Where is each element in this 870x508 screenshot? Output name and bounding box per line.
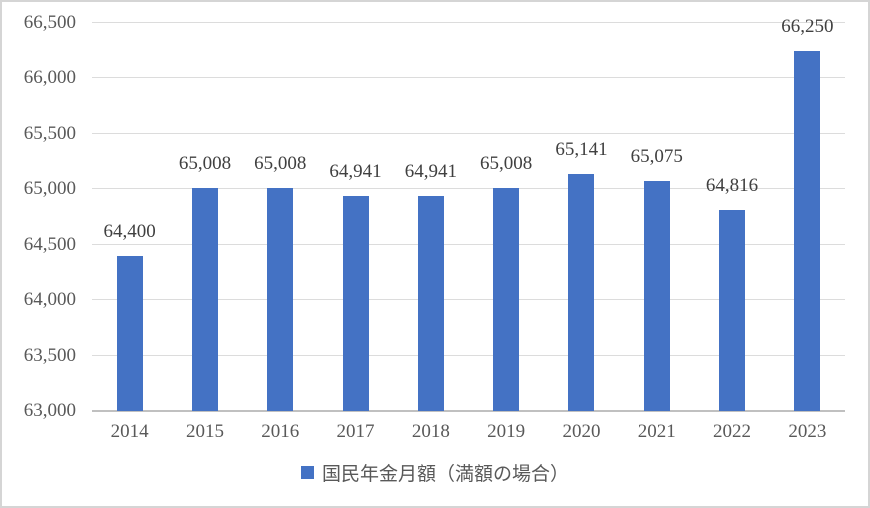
gridline: [92, 243, 845, 245]
gridline: [92, 132, 845, 134]
gridline: [92, 299, 845, 301]
x-tick-label-2022: 2022: [713, 421, 752, 442]
legend: 国民年金月額（満額の場合）: [2, 457, 868, 487]
bar-2014: [116, 255, 143, 411]
x-tick-label-2023: 2023: [788, 421, 827, 442]
y-axis: 66,500 66,000 65,500 65,000 64,500 64,000 63,5…: [2, 12, 76, 421]
x-tick-label-2014: 2014: [110, 421, 149, 442]
x-axis-line: [92, 410, 845, 412]
legend-square-icon: [300, 465, 314, 479]
bar-2020: [568, 173, 595, 411]
y-tick-label: 66,000: [23, 67, 76, 89]
x-tick-label-2016: 2016: [261, 421, 300, 442]
gridline: [92, 22, 845, 23]
data-label-2017: 64,941: [329, 160, 382, 182]
data-label-2019: 65,008: [480, 153, 533, 175]
gridline: [92, 188, 845, 190]
data-label-2023: 66,250: [781, 15, 834, 37]
bar-2022: [719, 209, 746, 411]
data-label-2021: 65,075: [630, 145, 683, 167]
bar-2018: [417, 195, 444, 411]
bar-2016: [267, 188, 294, 411]
x-tick-label-2021: 2021: [637, 421, 676, 442]
bar-2019: [493, 188, 520, 411]
bar-2015: [191, 188, 218, 411]
x-tick-label-2020: 2020: [562, 421, 601, 442]
data-label-2014: 64,400: [103, 220, 156, 242]
y-tick-label: 63,500: [23, 344, 76, 366]
bar-2017: [342, 195, 369, 411]
bar-2023: [794, 50, 821, 411]
bar-2021: [643, 180, 670, 411]
data-label-2018: 64,941: [404, 160, 457, 182]
y-tick-label: 66,500: [23, 12, 76, 33]
legend-label: 国民年金月額（満額の場合）: [321, 463, 569, 485]
gridline: [92, 354, 845, 356]
y-tick-label: 63,000: [23, 400, 76, 421]
gridline: [92, 77, 845, 79]
y-tick-label: 65,000: [23, 178, 76, 200]
data-label-2016: 65,008: [254, 153, 307, 175]
x-tick-label-2019: 2019: [487, 421, 526, 442]
y-tick-label: 64,500: [23, 233, 76, 255]
y-tick-label: 65,500: [23, 122, 76, 144]
data-label-2022: 64,816: [705, 174, 759, 196]
x-axis: 2014 2015 2016 2017 2018 2019 2020 2021 2022 2023: [92, 418, 845, 446]
x-tick-label-2018: 2018: [411, 421, 450, 442]
x-tick-label-2015: 2015: [185, 421, 224, 442]
data-label-2020: 65,141: [555, 138, 608, 160]
data-label-2015: 65,008: [178, 153, 232, 175]
y-tick-label: 64,000: [23, 289, 76, 311]
x-tick-label-2017: 2017: [336, 421, 375, 442]
plot-area: 64,400 65,008 65,008 64,941 64,941 65,008 65,1…: [92, 16, 845, 412]
